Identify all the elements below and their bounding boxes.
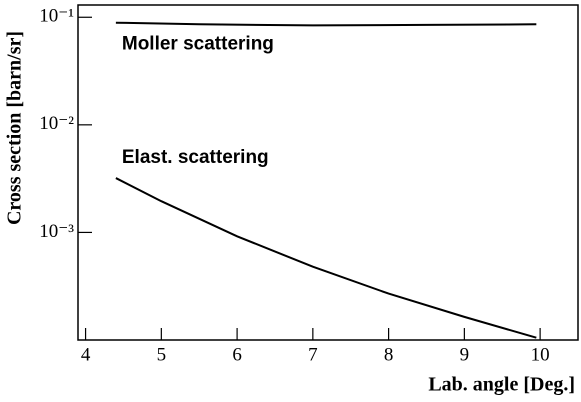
x-tick-label: 10 (531, 344, 550, 365)
x-tick-label: 8 (384, 344, 394, 365)
series-annotation: Moller scattering (122, 34, 274, 55)
y-tick-label: 10⁻³ (39, 221, 74, 242)
x-tick-label: 4 (81, 344, 91, 365)
series-annotation: Elast. scattering (122, 147, 269, 168)
y-axis-label: Cross section [barn/sr] (4, 31, 26, 225)
y-tick-label: 10⁻¹ (39, 6, 74, 27)
x-tick-label: 9 (460, 344, 470, 365)
y-tick-label: 10⁻² (39, 113, 74, 134)
x-tick-label: 7 (308, 344, 318, 365)
x-tick-label: 6 (232, 344, 242, 365)
series-line (115, 21, 537, 27)
plot-frame (77, 4, 579, 341)
x-axis-label: Lab. angle [Deg.] (428, 374, 575, 396)
series-line (115, 177, 537, 339)
x-tick-label: 5 (157, 344, 167, 365)
